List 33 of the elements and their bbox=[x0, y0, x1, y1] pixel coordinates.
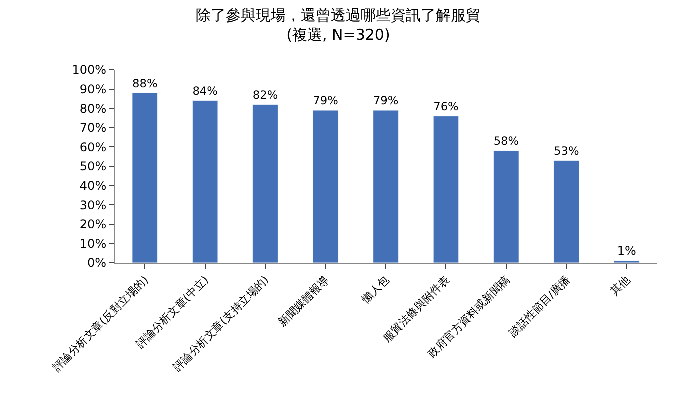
y-tick-label: 80% bbox=[80, 102, 107, 116]
x-tick-label: 其他 bbox=[608, 274, 633, 298]
data-label: 84% bbox=[192, 84, 218, 98]
y-tick-label: 90% bbox=[80, 82, 107, 96]
bar bbox=[312, 110, 339, 263]
y-tick-label: 10% bbox=[80, 236, 107, 251]
chart-title: 除了參與現場，還曾透過哪些資訊了解服貿 bbox=[196, 6, 481, 25]
y-tick-label: 60% bbox=[80, 140, 107, 154]
y-tick-label: 100% bbox=[72, 63, 107, 78]
y-tick-label: 20% bbox=[80, 218, 107, 232]
y-tick-label: 30% bbox=[80, 198, 107, 212]
data-label: 88% bbox=[132, 76, 158, 90]
data-label: 79% bbox=[373, 94, 399, 108]
y-tick-label: 40% bbox=[80, 179, 107, 193]
data-label: 58% bbox=[494, 134, 520, 148]
x-tick-label: 新聞媒體報導 bbox=[276, 274, 332, 330]
bar bbox=[192, 100, 218, 263]
data-label: 79% bbox=[313, 94, 339, 108]
data-label: 1% bbox=[617, 244, 636, 258]
y-tick-label: 70% bbox=[80, 121, 107, 136]
bar bbox=[433, 116, 460, 263]
y-tick-label: 0% bbox=[88, 256, 107, 270]
x-tick-label: 懶人包 bbox=[358, 274, 392, 307]
bar bbox=[373, 110, 399, 263]
data-label: 76% bbox=[434, 99, 460, 114]
bar bbox=[554, 160, 580, 263]
bar bbox=[252, 104, 278, 263]
data-label: 53% bbox=[554, 144, 580, 158]
bar bbox=[132, 92, 158, 263]
y-tick-label: 50% bbox=[80, 160, 107, 174]
data-label: 82% bbox=[252, 88, 278, 102]
bar bbox=[494, 150, 520, 263]
chart-subtitle: (複選, N=320) bbox=[286, 26, 390, 44]
